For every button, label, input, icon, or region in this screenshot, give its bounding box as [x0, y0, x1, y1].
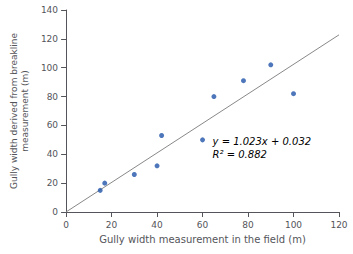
- svg-text:Gully width derived from break: Gully width derived from breakline: [9, 33, 19, 189]
- svg-text:60: 60: [197, 220, 209, 230]
- svg-text:60: 60: [47, 120, 59, 130]
- svg-text:0: 0: [63, 220, 69, 230]
- svg-text:40: 40: [151, 220, 163, 230]
- svg-text:80: 80: [47, 92, 59, 102]
- svg-text:Gully width measurement in the: Gully width measurement in the field (m): [99, 234, 306, 245]
- svg-text:120: 120: [330, 220, 347, 230]
- svg-text:100: 100: [41, 63, 58, 73]
- svg-text:40: 40: [47, 149, 59, 159]
- svg-text:0: 0: [52, 207, 58, 217]
- svg-text:20: 20: [106, 220, 118, 230]
- svg-text:140: 140: [41, 5, 58, 15]
- svg-text:y = 1.023x + 0.032: y = 1.023x + 0.032: [212, 136, 312, 147]
- svg-text:120: 120: [41, 34, 58, 44]
- svg-text:20: 20: [47, 178, 59, 188]
- svg-text:100: 100: [285, 220, 302, 230]
- svg-text:R² = 0.882: R² = 0.882: [213, 149, 267, 160]
- svg-text:80: 80: [242, 220, 254, 230]
- svg-text:measurement (m): measurement (m): [20, 70, 30, 151]
